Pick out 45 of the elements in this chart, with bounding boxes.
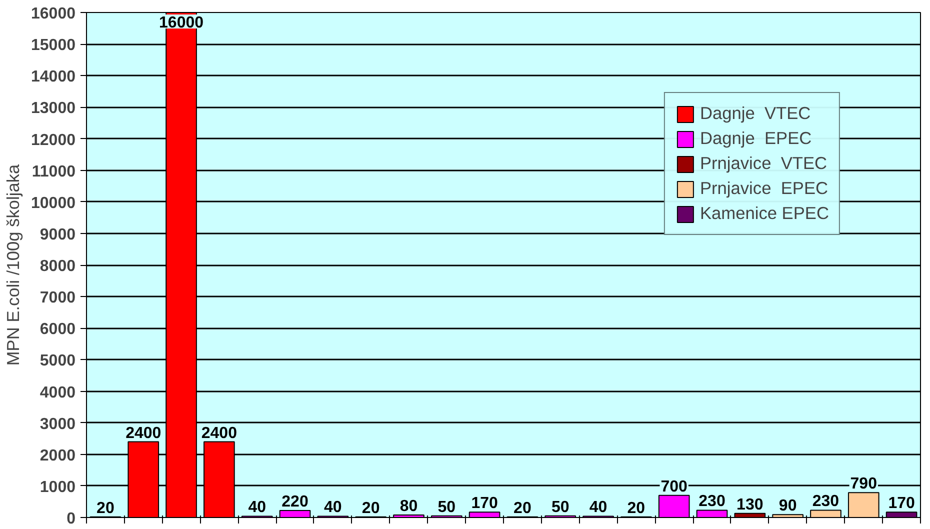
data-label: 170: [888, 495, 915, 512]
data-label: 790: [850, 476, 878, 493]
data-label: 230: [812, 493, 840, 510]
data-label: 50: [438, 498, 456, 516]
data-label: 2400: [201, 424, 238, 442]
data-label: 20: [514, 500, 532, 517]
y-tick-label: 0: [66, 510, 76, 528]
y-tick-label: 14000: [31, 68, 76, 86]
y-axis-title: MPN E.coli /100g školjaka: [3, 164, 24, 366]
data-label: 230: [698, 493, 726, 510]
data-label: 220: [282, 494, 308, 511]
legend-label: Kamenice EPEC: [700, 203, 829, 224]
y-tick-label: 9000: [40, 226, 76, 244]
y-tick-label: 2000: [40, 447, 76, 464]
legend-label: Prnjavice VTEC: [700, 153, 828, 174]
data-label: 700: [660, 478, 688, 496]
y-tick-label: 13000: [31, 100, 76, 118]
y-tick-label: 3000: [40, 416, 76, 433]
y-tick-label: 12000: [31, 132, 76, 149]
y-tick-label: 10000: [31, 194, 76, 212]
data-label: 40: [248, 499, 266, 516]
y-tick-label: 5000: [40, 352, 76, 370]
data-label: 80: [400, 498, 418, 515]
y-tick-label: 16000: [31, 6, 76, 22]
data-label: 20: [627, 500, 646, 517]
data-label: 2400: [126, 424, 162, 442]
data-label: 40: [589, 499, 608, 516]
y-tick-label: 8000: [40, 258, 76, 275]
data-label: 40: [324, 499, 342, 516]
data-label: 130: [736, 496, 764, 514]
legend-label: Dagnje VTEC: [700, 103, 811, 124]
data-label: 90: [778, 498, 797, 515]
data-label: 20: [96, 500, 114, 517]
y-tick-label: 7000: [40, 290, 76, 307]
legend-label: Dagnje EPEC: [700, 128, 812, 149]
legend-label: Prnjavice EPEC: [700, 178, 828, 199]
y-tick-label: 4000: [40, 384, 76, 402]
data-label: 170: [471, 495, 498, 512]
y-tick-label: 1000: [40, 478, 76, 496]
data-label: 20: [362, 500, 380, 517]
y-tick-label: 6000: [40, 321, 76, 338]
y-tick-label: 11000: [32, 163, 76, 180]
data-label: 50: [551, 498, 570, 516]
data-label: 16000: [159, 14, 204, 32]
y-tick-label: 15000: [31, 37, 76, 54]
